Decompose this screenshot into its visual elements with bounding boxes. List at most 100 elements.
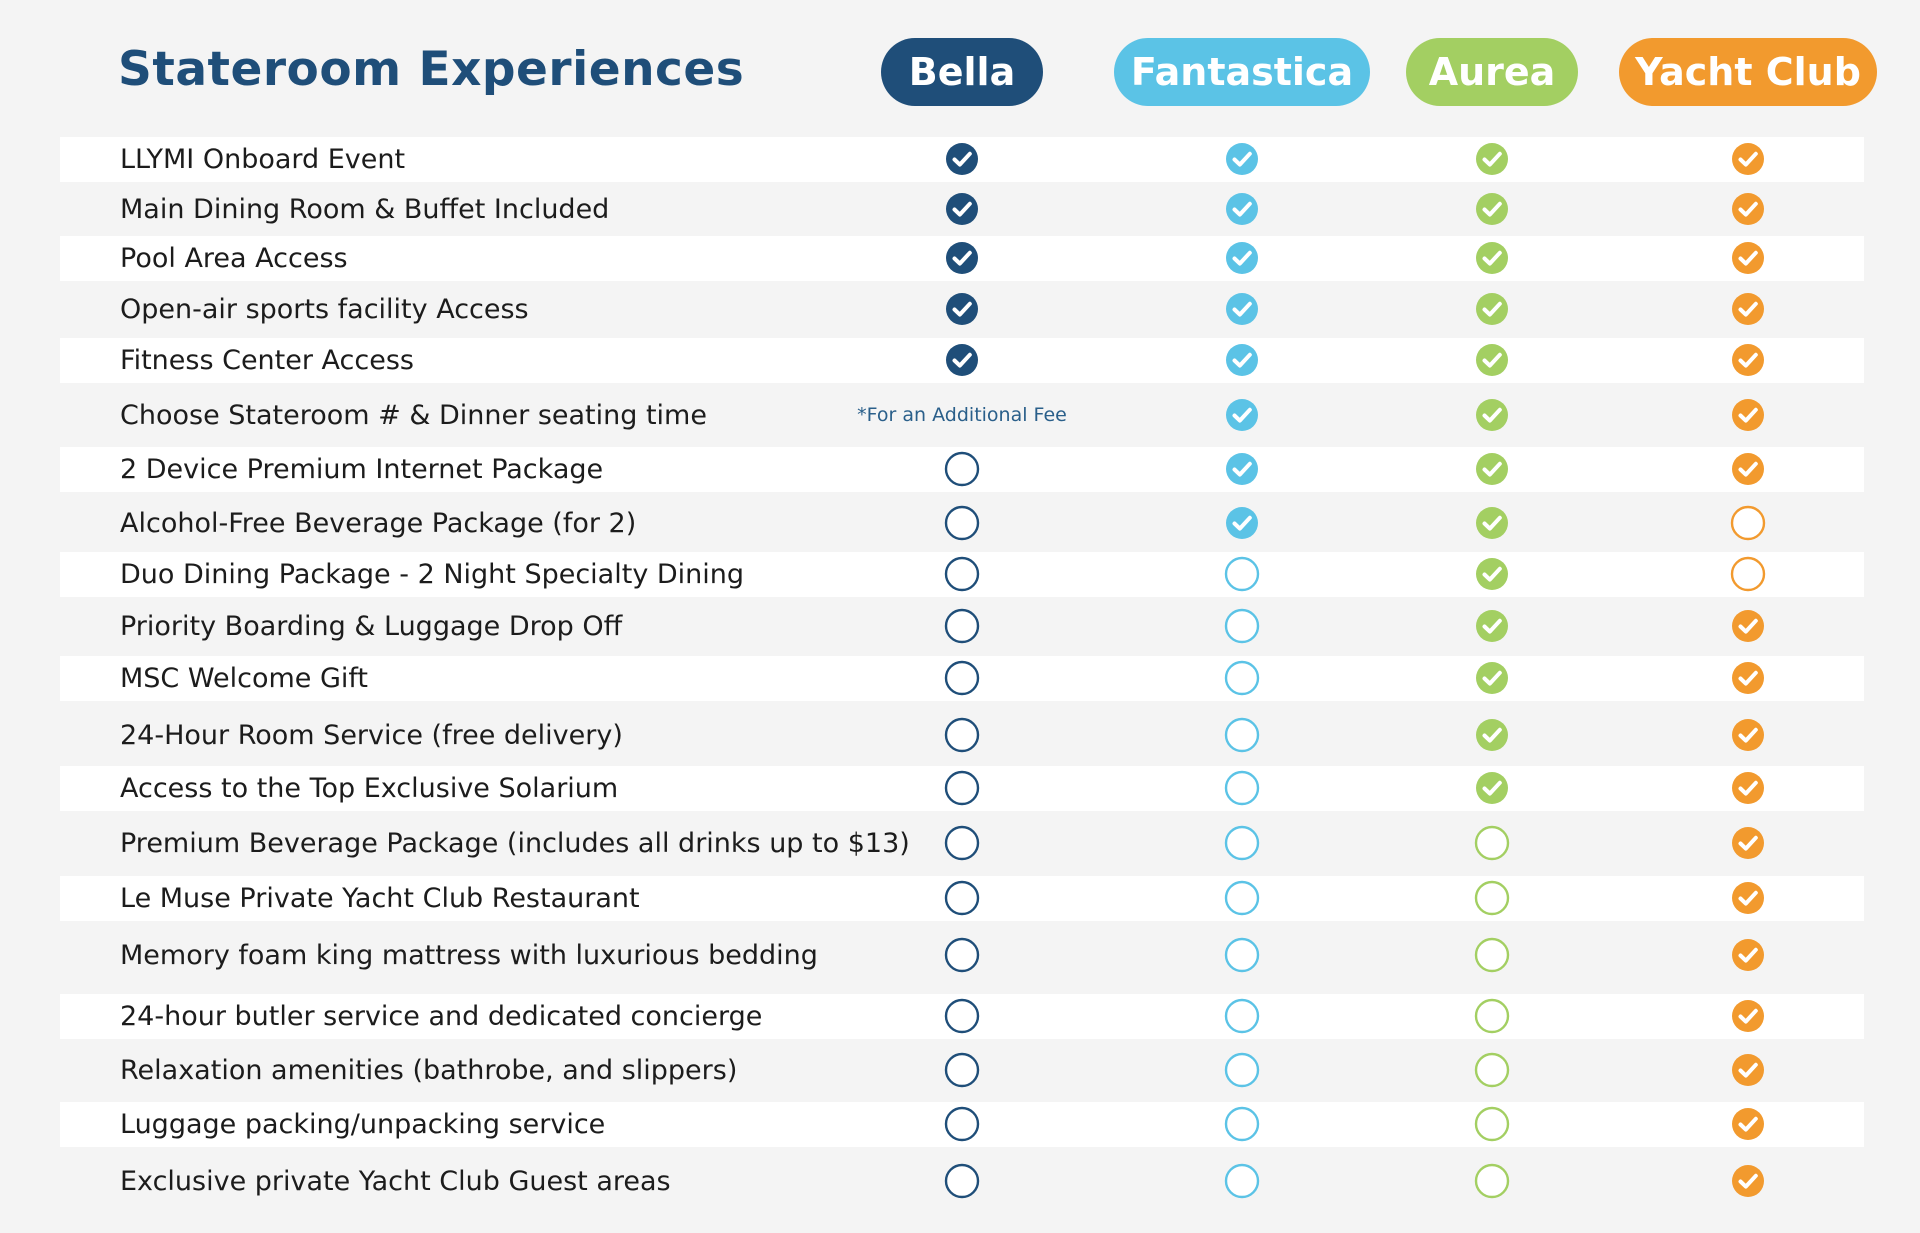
column-header-bella: Bella xyxy=(881,38,1043,106)
check-icon xyxy=(1731,994,1765,1039)
check-icon xyxy=(1731,821,1765,866)
check-icon xyxy=(1475,713,1509,758)
feature-label: Memory foam king mattress with luxurious… xyxy=(120,939,818,971)
feature-label: Access to the Top Exclusive Solarium xyxy=(120,772,619,804)
feature-label: Main Dining Room & Buffet Included xyxy=(120,193,610,225)
check-icon xyxy=(1225,393,1259,438)
table-row: MSC Welcome Gift xyxy=(60,655,1864,701)
empty-circle-icon xyxy=(1224,994,1260,1039)
check-icon xyxy=(1731,338,1765,383)
empty-circle-icon xyxy=(1730,552,1766,597)
empty-circle-icon xyxy=(944,1102,980,1147)
check-icon xyxy=(1731,137,1765,182)
page-title: Stateroom Experiences xyxy=(118,42,745,97)
check-icon xyxy=(1731,1159,1765,1204)
check-icon xyxy=(1475,604,1509,649)
feature-label: LLYMI Onboard Event xyxy=(120,143,406,175)
table-row: 24-Hour Room Service (free delivery) xyxy=(60,713,1864,758)
check-icon xyxy=(945,137,979,182)
empty-circle-icon xyxy=(1224,933,1260,978)
empty-circle-icon xyxy=(944,821,980,866)
check-icon xyxy=(945,287,979,332)
check-icon xyxy=(945,236,979,281)
empty-circle-icon xyxy=(1224,1159,1260,1204)
empty-circle-icon xyxy=(944,994,980,1039)
table-row: 24-hour butler service and dedicated con… xyxy=(60,993,1864,1039)
feature-label: Relaxation amenities (bathrobe, and slip… xyxy=(120,1054,738,1086)
empty-circle-icon xyxy=(1224,766,1260,811)
table-row: 2 Device Premium Internet Package xyxy=(60,446,1864,492)
feature-label: MSC Welcome Gift xyxy=(120,662,368,694)
check-icon xyxy=(1475,447,1509,492)
check-icon xyxy=(1225,187,1259,232)
check-icon xyxy=(1475,552,1509,597)
empty-circle-icon xyxy=(944,656,980,701)
feature-label: 24-hour butler service and dedicated con… xyxy=(120,1000,763,1032)
feature-label: Alcohol-Free Beverage Package (for 2) xyxy=(120,507,637,539)
check-icon xyxy=(1731,447,1765,492)
table-row: Open-air sports facility Access xyxy=(60,287,1864,332)
empty-circle-icon xyxy=(1474,933,1510,978)
empty-circle-icon xyxy=(1474,1102,1510,1147)
empty-circle-icon xyxy=(1224,656,1260,701)
empty-circle-icon xyxy=(1474,1048,1510,1093)
additional-fee-note: *For an Additional Fee xyxy=(857,393,1067,438)
check-icon xyxy=(1475,501,1509,546)
table-row: Main Dining Room & Buffet Included xyxy=(60,187,1864,232)
check-icon xyxy=(1731,1048,1765,1093)
check-icon xyxy=(1225,137,1259,182)
fee-note-text: *For an Additional Fee xyxy=(857,404,1067,426)
feature-label: Exclusive private Yacht Club Guest areas xyxy=(120,1165,671,1197)
column-header-aurea: Aurea xyxy=(1406,38,1578,106)
check-icon xyxy=(945,338,979,383)
check-icon xyxy=(1225,236,1259,281)
check-icon xyxy=(1731,604,1765,649)
empty-circle-icon xyxy=(1224,604,1260,649)
empty-circle-icon xyxy=(1224,1102,1260,1147)
feature-label: Pool Area Access xyxy=(120,242,348,274)
check-icon xyxy=(1731,766,1765,811)
check-icon xyxy=(1731,393,1765,438)
empty-circle-icon xyxy=(1474,821,1510,866)
empty-circle-icon xyxy=(944,1159,980,1204)
feature-label: Choose Stateroom # & Dinner seating time xyxy=(120,399,707,431)
empty-circle-icon xyxy=(944,501,980,546)
table-row: Choose Stateroom # & Dinner seating time… xyxy=(60,393,1864,438)
empty-circle-icon xyxy=(1224,552,1260,597)
check-icon xyxy=(1731,713,1765,758)
check-icon xyxy=(1475,287,1509,332)
check-icon xyxy=(1475,236,1509,281)
empty-circle-icon xyxy=(1224,713,1260,758)
table-row: Duo Dining Package - 2 Night Specialty D… xyxy=(60,551,1864,597)
empty-circle-icon xyxy=(944,933,980,978)
feature-label: Fitness Center Access xyxy=(120,344,414,376)
check-icon xyxy=(1475,338,1509,383)
table-row: Priority Boarding & Luggage Drop Off xyxy=(60,604,1864,649)
table-row: Fitness Center Access xyxy=(60,337,1864,383)
table-row: Memory foam king mattress with luxurious… xyxy=(60,933,1864,978)
empty-circle-icon xyxy=(944,766,980,811)
table-row: Access to the Top Exclusive Solarium xyxy=(60,765,1864,811)
empty-circle-icon xyxy=(1474,994,1510,1039)
check-icon xyxy=(1225,287,1259,332)
table-row: Luggage packing/unpacking service xyxy=(60,1101,1864,1147)
empty-circle-icon xyxy=(944,604,980,649)
empty-circle-icon xyxy=(1474,1159,1510,1204)
check-icon xyxy=(1475,137,1509,182)
column-header-yacht-club: Yacht Club xyxy=(1619,38,1877,106)
table-row: Premium Beverage Package (includes all d… xyxy=(60,821,1864,866)
check-icon xyxy=(1731,876,1765,921)
table-row: Pool Area Access xyxy=(60,235,1864,281)
feature-label: Le Muse Private Yacht Club Restaurant xyxy=(120,882,640,914)
check-icon xyxy=(1731,287,1765,332)
feature-label: Open-air sports facility Access xyxy=(120,293,529,325)
table-row: Le Muse Private Yacht Club Restaurant xyxy=(60,875,1864,921)
check-icon xyxy=(1731,236,1765,281)
empty-circle-icon xyxy=(1224,1048,1260,1093)
empty-circle-icon xyxy=(1224,821,1260,866)
feature-label: Luggage packing/unpacking service xyxy=(120,1108,606,1140)
check-icon xyxy=(1731,933,1765,978)
check-icon xyxy=(1225,501,1259,546)
check-icon xyxy=(1225,447,1259,492)
empty-circle-icon xyxy=(1474,876,1510,921)
